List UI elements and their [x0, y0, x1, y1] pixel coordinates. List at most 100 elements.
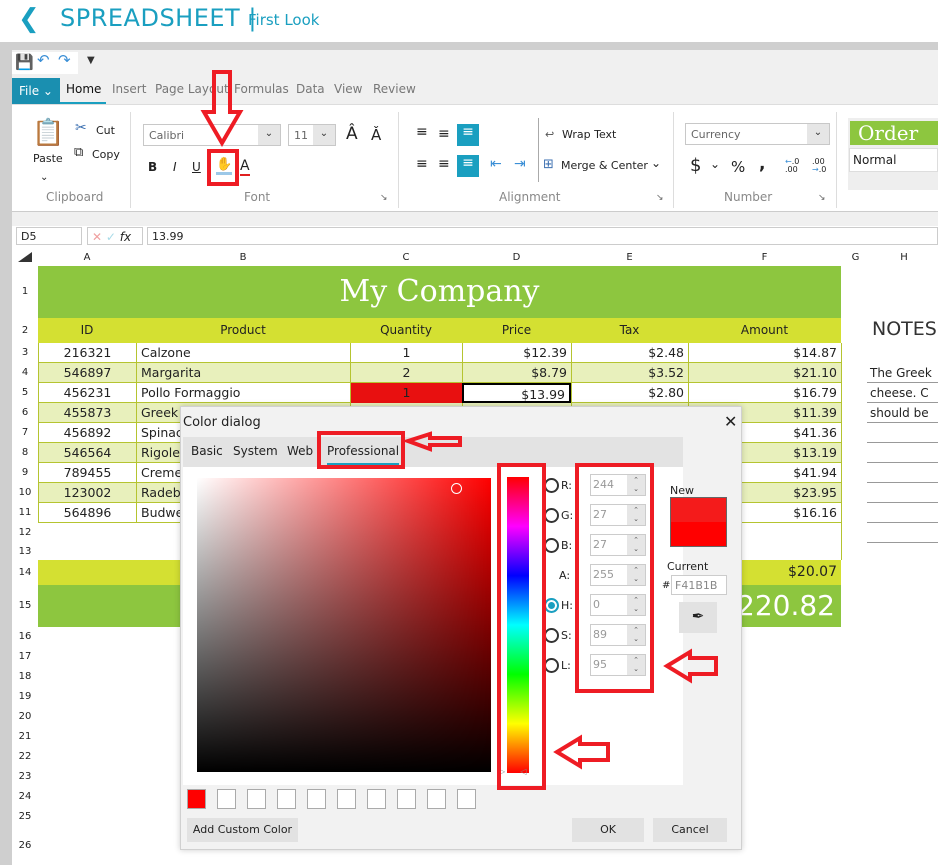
cell[interactable]: Greek: [136, 403, 350, 423]
cell[interactable]: Spinac: [136, 423, 350, 443]
comma-button[interactable]: ,: [759, 154, 766, 174]
row-header[interactable]: 12: [18, 527, 32, 538]
notes-line[interactable]: [867, 443, 938, 463]
row-header[interactable]: 9: [21, 467, 29, 478]
column-title[interactable]: Price: [501, 323, 532, 337]
row-header[interactable]: 11: [18, 507, 32, 518]
column-header-a[interactable]: A: [83, 252, 91, 263]
cell[interactable]: 546897: [38, 363, 136, 383]
row-header[interactable]: 18: [18, 671, 32, 682]
row-header[interactable]: 5: [21, 387, 29, 398]
align-top-icon[interactable]: ≡: [416, 124, 428, 140]
spinner-icon[interactable]: ⌃ ⌄: [627, 565, 645, 585]
cell[interactable]: $2.48: [571, 343, 688, 363]
column-header-f[interactable]: F: [761, 252, 768, 263]
tab-professional[interactable]: Professional: [327, 444, 400, 465]
custom-color-swatch[interactable]: [187, 789, 206, 809]
merge-center-button[interactable]: Merge & Center: [561, 159, 648, 172]
add-custom-color-button[interactable]: Add Custom Color: [187, 818, 298, 842]
cell[interactable]: $8.79: [462, 363, 571, 383]
tab-data[interactable]: Data: [296, 82, 325, 96]
column-header-g[interactable]: G: [851, 252, 860, 263]
select-all-icon[interactable]: [18, 252, 32, 262]
cell[interactable]: $13.99: [462, 383, 571, 403]
formula-input[interactable]: 13.99: [147, 227, 938, 245]
cell[interactable]: Rigolet: [136, 443, 350, 463]
picker-handle[interactable]: [451, 483, 462, 494]
font-size-select[interactable]: 11 ⌄: [288, 124, 336, 146]
notes-line[interactable]: [867, 483, 938, 503]
custom-color-swatch[interactable]: [397, 789, 416, 809]
custom-color-swatch[interactable]: [367, 789, 386, 809]
column-header-c[interactable]: C: [402, 252, 410, 263]
column-header-e[interactable]: E: [626, 252, 633, 263]
cell[interactable]: 123002: [38, 483, 136, 503]
fx-icon[interactable]: fx: [119, 230, 132, 244]
custom-color-swatch[interactable]: [307, 789, 326, 809]
percent-button[interactable]: %: [731, 158, 746, 176]
notes-line[interactable]: The Greek: [867, 363, 938, 383]
field-g-input[interactable]: 27 ⌃ ⌄: [590, 504, 646, 526]
row-header[interactable]: 10: [18, 487, 32, 498]
paste-dropdown-icon[interactable]: ⌄: [40, 172, 49, 183]
column-title[interactable]: Product: [220, 323, 266, 337]
tab-view[interactable]: View: [334, 82, 363, 96]
cell[interactable]: $12.39: [462, 343, 571, 363]
spinner-icon[interactable]: ⌃ ⌄: [627, 505, 645, 525]
cell[interactable]: Margarita: [136, 363, 350, 383]
bold-button[interactable]: B: [148, 160, 158, 174]
notes-line[interactable]: [867, 463, 938, 483]
eyedropper-icon[interactable]: ✒: [679, 602, 717, 633]
cell[interactable]: Creme: [136, 463, 350, 483]
tab-home[interactable]: Home: [66, 82, 102, 96]
cell[interactable]: 564896: [38, 503, 136, 523]
row-header[interactable]: 14: [18, 567, 32, 578]
style-normal[interactable]: Normal: [849, 148, 938, 172]
increase-decimal-icon[interactable]: ←.0.00: [785, 157, 800, 174]
copy-button[interactable]: Copy: [92, 148, 120, 161]
custom-color-swatch[interactable]: [427, 789, 446, 809]
tab-review[interactable]: Review: [373, 82, 416, 96]
align-bottom-icon[interactable]: ≡: [457, 124, 479, 146]
dialog-launcher-icon[interactable]: ↘: [818, 193, 826, 203]
field-a-input[interactable]: 255 ⌃ ⌄: [590, 564, 646, 586]
custom-color-swatch[interactable]: [217, 789, 236, 809]
currency-button[interactable]: $: [690, 155, 702, 176]
align-center-icon[interactable]: ≡: [438, 156, 450, 172]
file-tab[interactable]: File ⌄: [12, 78, 60, 104]
field-r-input[interactable]: 244 ⌃ ⌄: [590, 474, 646, 496]
notes-line[interactable]: [867, 423, 938, 443]
spinner-icon[interactable]: ⌃ ⌄: [627, 655, 645, 675]
column-title[interactable]: Tax: [619, 323, 640, 337]
row-header[interactable]: 17: [18, 651, 32, 662]
ok-button[interactable]: OK: [572, 818, 644, 842]
notes-line[interactable]: should be: [867, 403, 938, 423]
custom-color-swatch[interactable]: [277, 789, 296, 809]
column-header-h[interactable]: H: [900, 252, 908, 263]
cell[interactable]: 456231: [38, 383, 136, 403]
tab-formulas[interactable]: Formulas: [234, 82, 289, 96]
dialog-launcher-icon[interactable]: ↘: [380, 193, 388, 203]
row-header[interactable]: 1: [21, 286, 29, 297]
column-title[interactable]: Quantity: [380, 323, 432, 337]
dialog-launcher-icon[interactable]: ↘: [656, 193, 664, 203]
row-header[interactable]: 20: [18, 711, 32, 722]
column-title[interactable]: Amount: [740, 323, 789, 337]
tab-page-layout[interactable]: Page Layout: [155, 82, 229, 96]
cell[interactable]: 455873: [38, 403, 136, 423]
style-order[interactable]: Order: [850, 121, 938, 145]
decrease-decimal-icon[interactable]: .00 →.0: [812, 157, 827, 174]
redo-icon[interactable]: ↷: [58, 51, 71, 69]
row-header[interactable]: 2: [21, 325, 29, 336]
custom-color-swatch[interactable]: [247, 789, 266, 809]
cell[interactable]: $16.79: [688, 383, 841, 403]
column-header-b[interactable]: B: [239, 252, 247, 263]
cancel-icon[interactable]: ✕: [92, 230, 103, 244]
cell[interactable]: 1: [350, 343, 462, 363]
cancel-button[interactable]: Cancel: [653, 818, 727, 842]
row-header[interactable]: 8: [21, 447, 29, 458]
spinner-icon[interactable]: ⌃ ⌄: [627, 475, 645, 495]
row-header[interactable]: 24: [18, 791, 32, 802]
increase-indent-icon[interactable]: ⇥: [514, 156, 526, 172]
decrease-indent-icon[interactable]: ⇤: [490, 156, 502, 172]
